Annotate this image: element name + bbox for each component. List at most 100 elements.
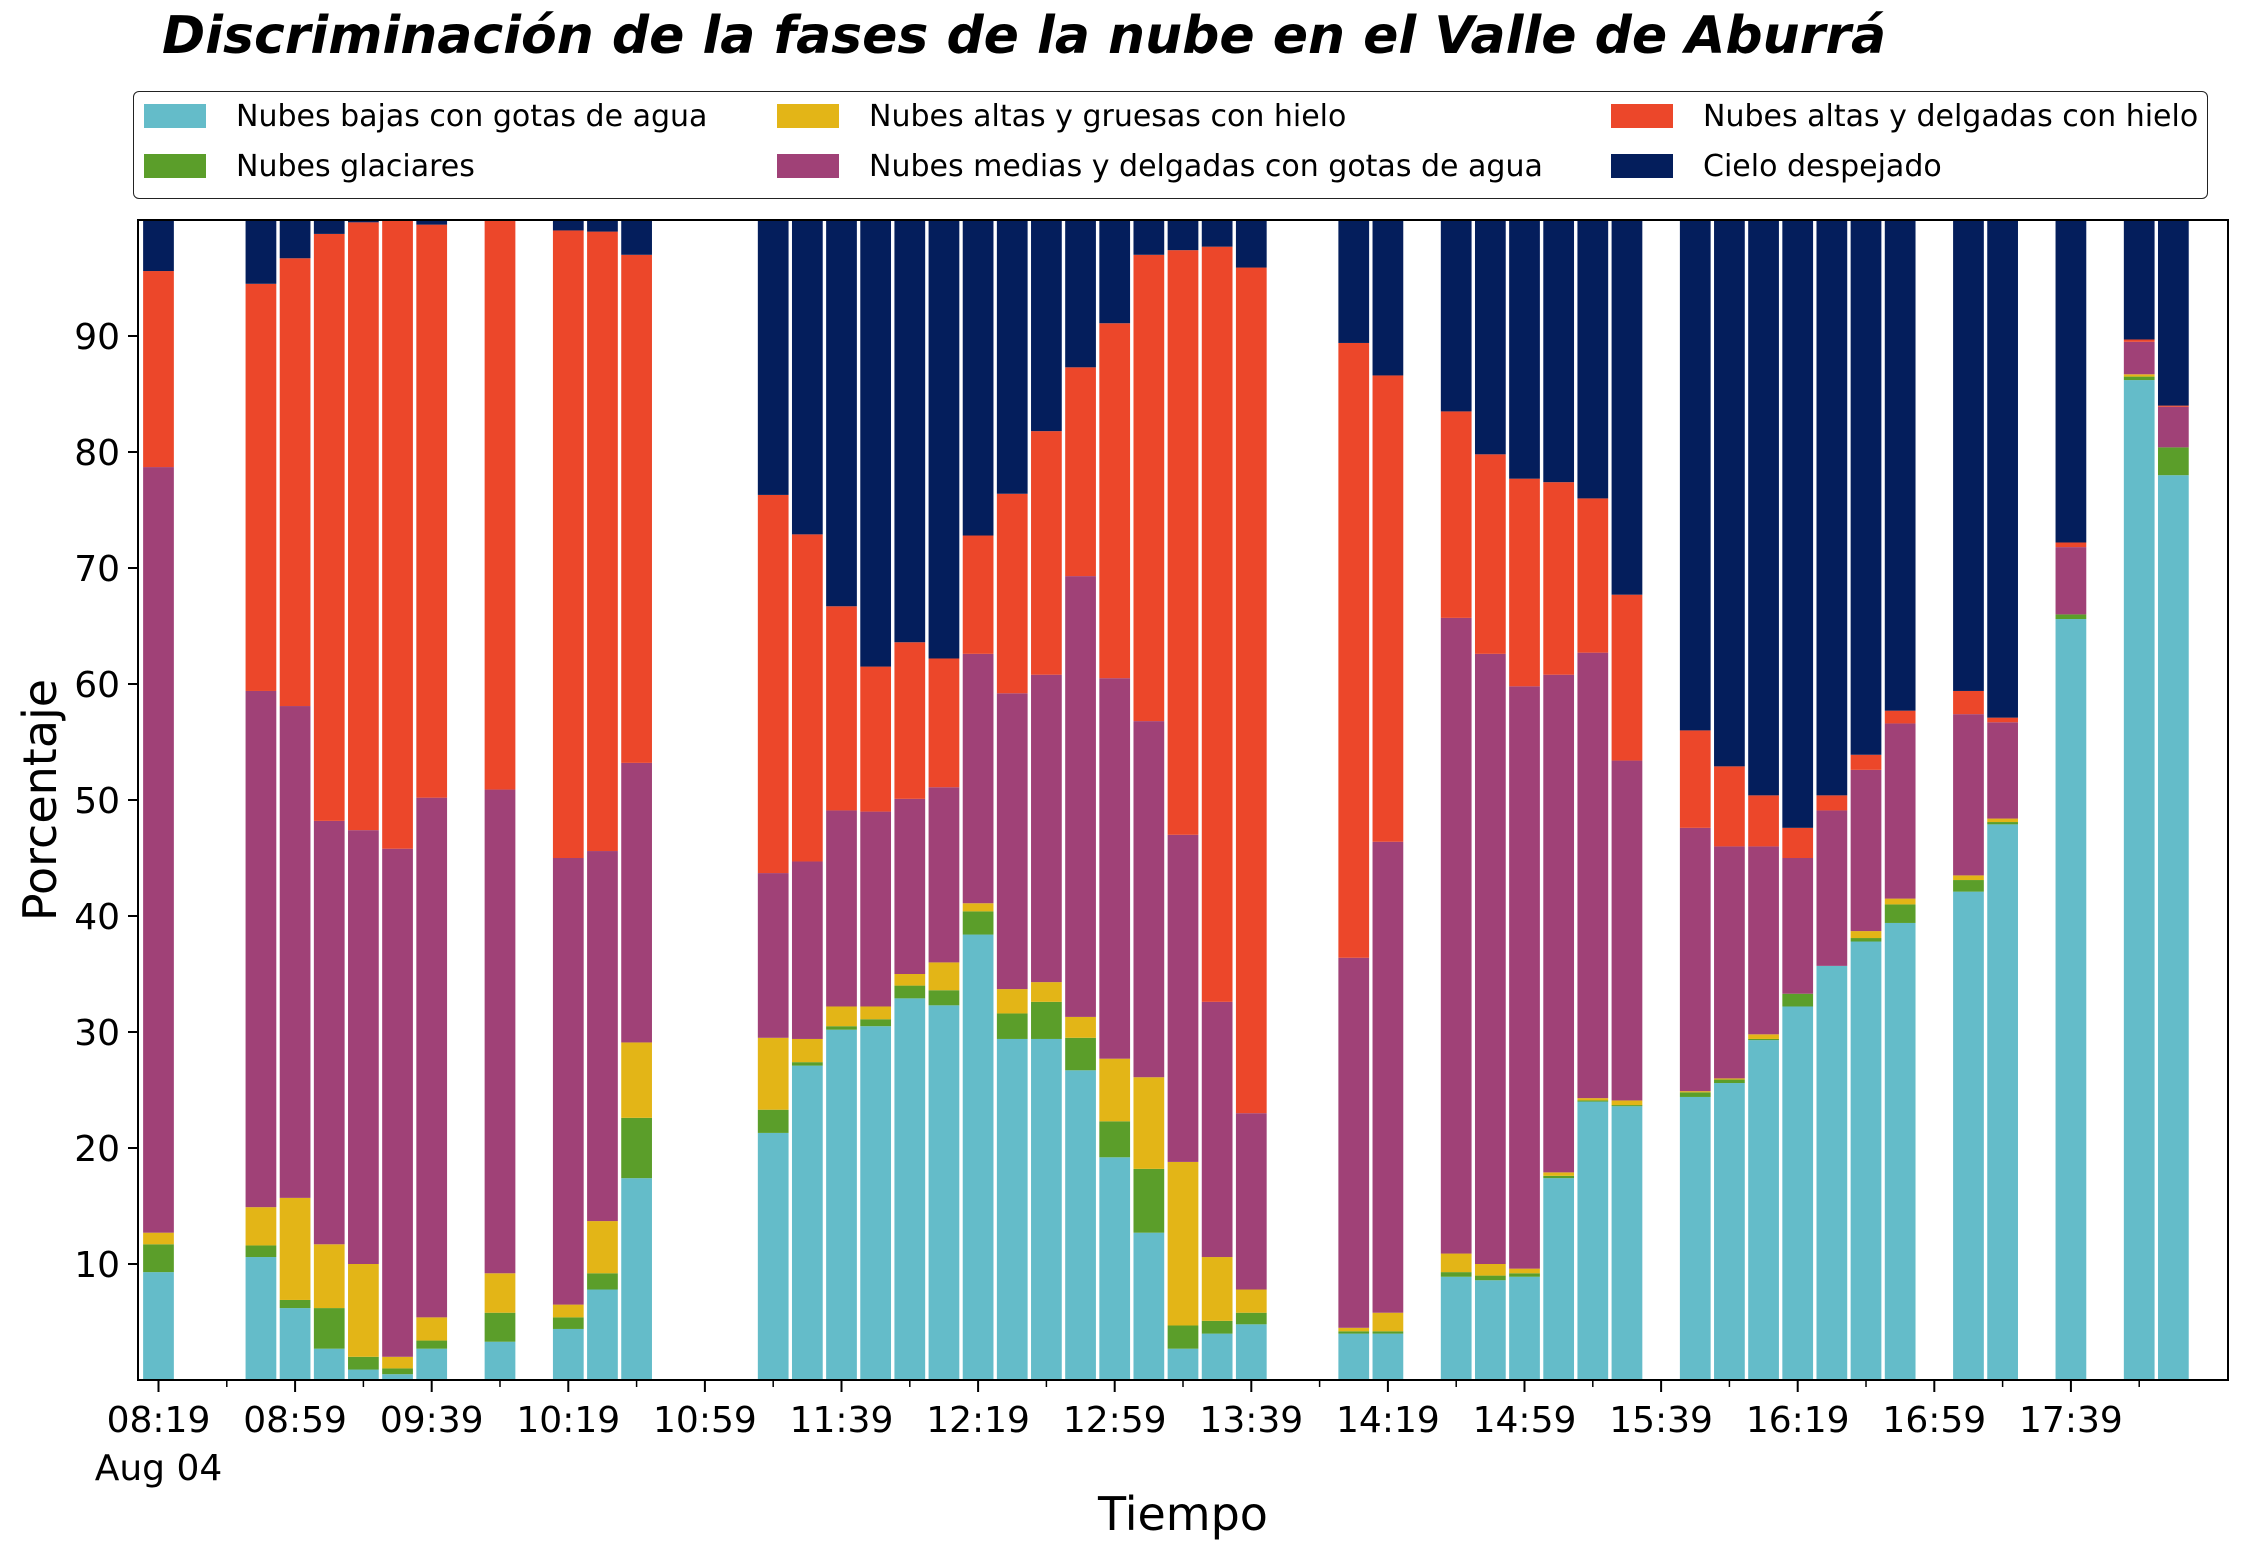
legend-label: Nubes altas y delgadas con hielo — [1703, 98, 2199, 134]
bar-41-nubes-glaciares — [1953, 880, 1984, 892]
bar-4-nubes-bajas-con-gotas-de-agua — [348, 1369, 379, 1380]
bar-30-nubes-medias-y-delgadas-con-gotas-de-agua — [1509, 686, 1540, 1269]
bar-19-nubes-glaciares — [1031, 1001, 1062, 1039]
y-tick-label: 50 — [74, 781, 120, 822]
bar-33-nubes-glaciares — [1611, 1105, 1643, 1107]
bar-21-cielo-despejado — [1099, 220, 1131, 324]
bar-15-nubes-bajas-con-gotas-de-agua — [894, 998, 926, 1380]
x-tick-label: 16:59 — [1882, 1400, 1986, 1441]
bar-7-nubes-bajas-con-gotas-de-agua — [484, 1341, 516, 1380]
bar-13-nubes-altas-y-delgadas-con-hielo — [826, 606, 857, 811]
bar-11-nubes-altas-y-delgadas-con-hielo — [757, 494, 789, 874]
legend-item-nubes-medias-y-delgadas-con-gotas-de-agua: Nubes medias y delgadas con gotas de agu… — [777, 146, 1543, 186]
bar-11-nubes-medias-y-delgadas-con-gotas-de-agua — [757, 873, 789, 1038]
legend: Nubes bajas con gotas de agua Nubes glaci… — [133, 91, 2208, 199]
bar-0-nubes-altas-y-gruesas-con-hielo — [143, 1232, 174, 1245]
bar-4-nubes-altas-y-delgadas-con-hielo — [348, 222, 379, 831]
bar-35-nubes-bajas-con-gotas-de-agua — [1714, 1083, 1745, 1380]
bar-34-nubes-altas-y-delgadas-con-hielo — [1679, 730, 1711, 828]
bar-7-nubes-altas-y-delgadas-con-hielo — [484, 220, 516, 790]
bar-7-nubes-medias-y-delgadas-con-gotas-de-agua — [484, 789, 516, 1274]
bar-44-cielo-despejado — [2123, 220, 2155, 340]
bar-5-nubes-altas-y-gruesas-con-hielo — [382, 1356, 413, 1369]
bar-3-nubes-altas-y-delgadas-con-hielo — [313, 233, 345, 821]
bar-26-nubes-medias-y-delgadas-con-gotas-de-agua — [1338, 957, 1370, 1328]
bar-1-nubes-medias-y-delgadas-con-gotas-de-agua — [245, 690, 277, 1208]
bar-20-nubes-bajas-con-gotas-de-agua — [1065, 1070, 1096, 1380]
bar-31-nubes-altas-y-gruesas-con-hielo — [1543, 1172, 1575, 1176]
bar-9-nubes-bajas-con-gotas-de-agua — [587, 1289, 618, 1380]
bar-25-nubes-glaciares — [1235, 1312, 1267, 1325]
x-tick-label: 17:39 — [2019, 1400, 2123, 1441]
bar-1-nubes-bajas-con-gotas-de-agua — [245, 1257, 277, 1380]
bar-34-nubes-altas-y-gruesas-con-hielo — [1679, 1091, 1711, 1093]
bar-40-nubes-medias-y-delgadas-con-gotas-de-agua — [1884, 723, 1916, 899]
bar-25-nubes-altas-y-gruesas-con-hielo — [1235, 1289, 1267, 1313]
bar-2-nubes-medias-y-delgadas-con-gotas-de-agua — [279, 706, 311, 1198]
bar-5-nubes-altas-y-delgadas-con-hielo — [382, 220, 413, 849]
x-tick-label: 16:19 — [1746, 1400, 1850, 1441]
bar-42-cielo-despejado — [1987, 220, 2018, 718]
bar-6-nubes-glaciares — [416, 1340, 448, 1349]
bar-37-nubes-bajas-con-gotas-de-agua — [1782, 1006, 1814, 1380]
bar-22-nubes-glaciares — [1133, 1168, 1165, 1233]
bar-11-cielo-despejado — [757, 220, 789, 495]
x-tick-label: 08:59 — [243, 1400, 347, 1441]
bar-18-cielo-despejado — [996, 220, 1028, 494]
legend-label: Nubes bajas con gotas de agua — [236, 98, 708, 134]
bar-14-nubes-glaciares — [860, 1019, 892, 1027]
bar-24-nubes-bajas-con-gotas-de-agua — [1201, 1333, 1233, 1380]
bar-22-nubes-bajas-con-gotas-de-agua — [1133, 1232, 1165, 1380]
bar-6-nubes-altas-y-delgadas-con-hielo — [416, 224, 448, 798]
bar-10-nubes-altas-y-gruesas-con-hielo — [621, 1042, 652, 1118]
bar-26-nubes-altas-y-gruesas-con-hielo — [1338, 1327, 1370, 1332]
bar-20-nubes-altas-y-delgadas-con-hielo — [1065, 367, 1096, 577]
bar-34-nubes-bajas-con-gotas-de-agua — [1679, 1096, 1711, 1380]
bar-14-nubes-bajas-con-gotas-de-agua — [860, 1026, 892, 1380]
bar-8-nubes-bajas-con-gotas-de-agua — [552, 1328, 584, 1380]
bar-13-nubes-altas-y-gruesas-con-hielo — [826, 1006, 857, 1027]
bar-2-nubes-altas-y-gruesas-con-hielo — [279, 1197, 311, 1300]
bar-10-cielo-despejado — [621, 220, 652, 255]
bar-15-nubes-medias-y-delgadas-con-gotas-de-agua — [894, 798, 926, 974]
bar-42-nubes-altas-y-gruesas-con-hielo — [1987, 818, 2018, 823]
bar-43-nubes-glaciares — [2055, 614, 2087, 620]
bar-2-nubes-glaciares — [279, 1299, 311, 1309]
bar-8-cielo-despejado — [552, 220, 584, 231]
bar-5-nubes-medias-y-delgadas-con-gotas-de-agua — [382, 848, 413, 1357]
bar-12-cielo-despejado — [791, 220, 823, 535]
bar-15-nubes-altas-y-gruesas-con-hielo — [894, 974, 926, 986]
bar-29-nubes-bajas-con-gotas-de-agua — [1474, 1280, 1506, 1380]
bar-24-cielo-despejado — [1201, 220, 1233, 247]
legend-label: Nubes altas y gruesas con hielo — [869, 98, 1347, 134]
bar-42-nubes-medias-y-delgadas-con-gotas-de-agua — [1987, 722, 2018, 819]
bar-24-nubes-altas-y-gruesas-con-hielo — [1201, 1257, 1233, 1321]
x-tick-label: 13:39 — [1199, 1400, 1303, 1441]
bar-7-nubes-glaciares — [484, 1312, 516, 1342]
bar-11-nubes-glaciares — [757, 1109, 789, 1133]
bar-24-nubes-medias-y-delgadas-con-gotas-de-agua — [1201, 1001, 1233, 1258]
bar-6-cielo-despejado — [416, 220, 448, 225]
x-tick-label: 14:59 — [1473, 1400, 1577, 1441]
bar-12-nubes-medias-y-delgadas-con-gotas-de-agua — [791, 861, 823, 1039]
bar-22-nubes-medias-y-delgadas-con-gotas-de-agua — [1133, 721, 1165, 1078]
bar-13-nubes-bajas-con-gotas-de-agua — [826, 1029, 857, 1380]
bar-30-nubes-glaciares — [1509, 1273, 1540, 1277]
bar-33-nubes-altas-y-delgadas-con-hielo — [1611, 594, 1643, 761]
bar-41-cielo-despejado — [1953, 220, 1984, 691]
bar-32-nubes-bajas-con-gotas-de-agua — [1577, 1101, 1609, 1380]
bar-0-nubes-glaciares — [143, 1244, 174, 1273]
bar-41-nubes-bajas-con-gotas-de-agua — [1953, 891, 1984, 1380]
bar-22-cielo-despejado — [1133, 220, 1165, 255]
bar-23-cielo-despejado — [1167, 220, 1199, 251]
bar-29-nubes-altas-y-delgadas-con-hielo — [1474, 454, 1506, 654]
bar-45-nubes-altas-y-delgadas-con-hielo — [2157, 405, 2189, 407]
bar-18-nubes-altas-y-gruesas-con-hielo — [996, 989, 1028, 1014]
bar-13-nubes-medias-y-delgadas-con-gotas-de-agua — [826, 810, 857, 1007]
bar-17-nubes-altas-y-delgadas-con-hielo — [962, 535, 994, 654]
legend-item-nubes-altas-y-gruesas-con-hielo: Nubes altas y gruesas con hielo — [777, 96, 1346, 136]
bar-32-cielo-despejado — [1577, 220, 1609, 499]
bar-26-nubes-altas-y-delgadas-con-hielo — [1338, 342, 1370, 958]
bar-37-cielo-despejado — [1782, 220, 1814, 828]
bar-38-nubes-bajas-con-gotas-de-agua — [1816, 965, 1848, 1380]
